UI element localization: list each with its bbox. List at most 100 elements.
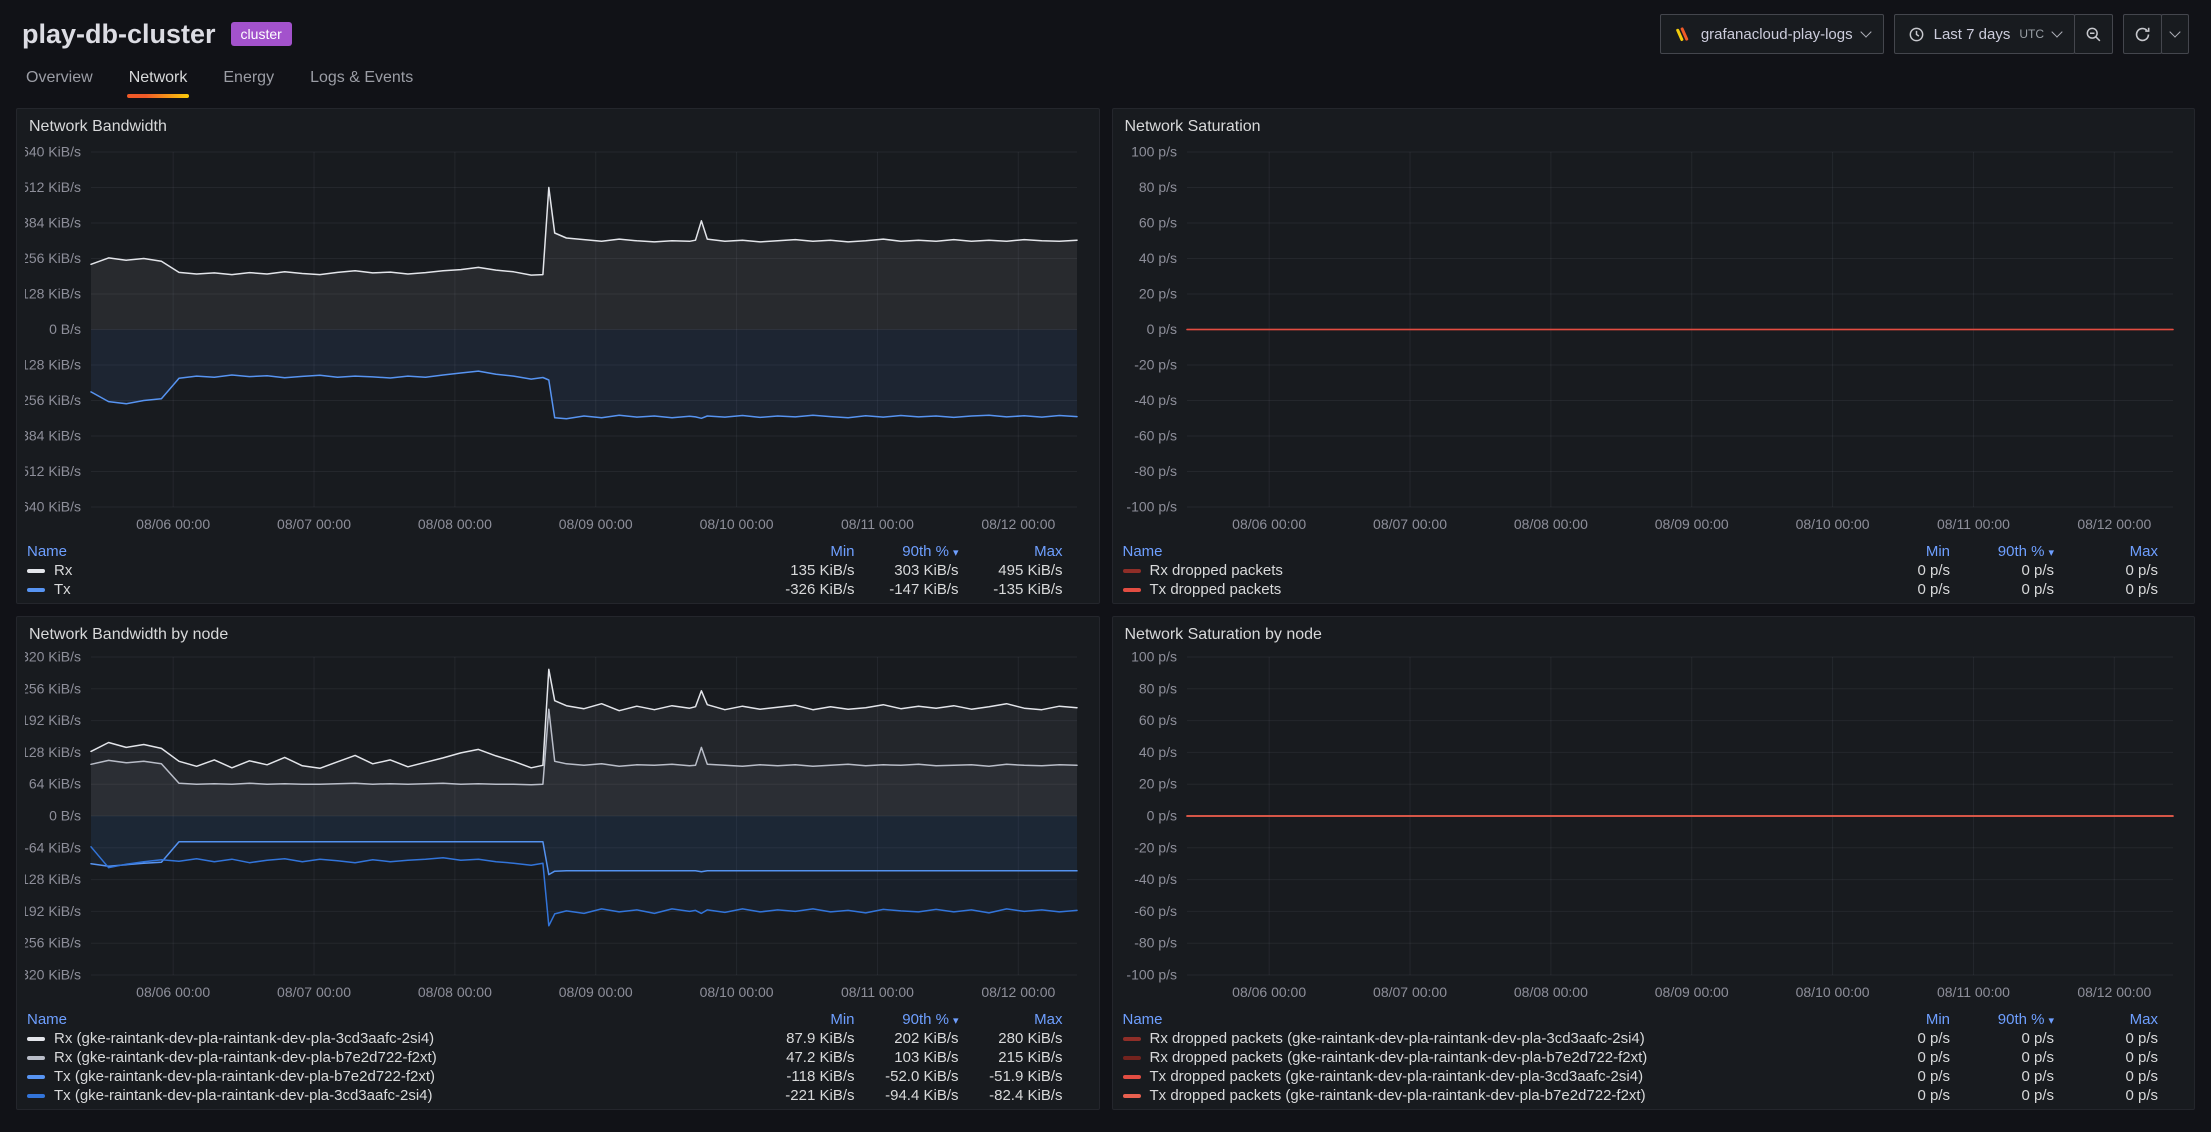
legend-row: Rx dropped packets 0 p/s 0 p/s 0 p/s — [1122, 561, 2185, 580]
time-series-canvas[interactable]: 320 KiB/s 256 KiB/s 192 KiB/s 128 KiB/s 64 K… — [17, 645, 1091, 1009]
y-axis-tick-label: -256 KiB/s — [25, 935, 81, 951]
legend-series-toggle[interactable]: Tx dropped packets — [1122, 581, 1847, 598]
legend-header-p90[interactable]: 90th % ▾ — [902, 1011, 959, 1028]
legend: Name Min 90th % ▾ Max Rx 135 KiB/s 303 KiB/s 495… — [25, 542, 1091, 603]
x-axis-tick-label: 08/07 00:00 — [1373, 516, 1447, 532]
legend-value-min: 0 p/s — [1917, 1030, 1950, 1047]
y-axis-tick-label: -384 KiB/s — [25, 427, 81, 443]
x-axis-tick-label: 08/10 00:00 — [1795, 516, 1869, 532]
legend-header-name[interactable]: Name — [27, 543, 68, 560]
x-axis-tick-label: 08/11 00:00 — [1936, 984, 2009, 1000]
y-axis-tick-label: -100 p/s — [1126, 498, 1177, 514]
legend-series-toggle[interactable]: Rx (gke-raintank-dev-pla-raintank-dev-pl… — [27, 1049, 751, 1066]
time-series-canvas[interactable]: 640 KiB/s 512 KiB/s 384 KiB/s 256 KiB/s 128 … — [17, 140, 1091, 541]
y-axis-tick-label: -64 KiB/s — [25, 839, 81, 855]
series-label: Tx dropped packets — [1149, 581, 1282, 598]
legend-value-p90: 202 KiB/s — [894, 1030, 959, 1047]
legend-header-p90[interactable]: 90th % ▾ — [902, 543, 959, 560]
x-axis-tick-label: 08/10 00:00 — [700, 516, 774, 532]
series-label: Rx — [54, 562, 73, 579]
time-range-picker[interactable]: Last 7 days UTC — [1893, 14, 2075, 54]
x-axis-tick-label: 08/09 00:00 — [559, 516, 633, 532]
legend-value-min: -221 KiB/s — [785, 1087, 855, 1104]
cluster-tag-badge: cluster — [230, 22, 292, 46]
chevron-down-icon — [2169, 25, 2181, 38]
legend-series-toggle[interactable]: Tx dropped packets (gke-raintank-dev-pla… — [1122, 1087, 1847, 1104]
legend-header-max[interactable]: Max — [2129, 543, 2158, 560]
legend-series-toggle[interactable]: Rx (gke-raintank-dev-pla-raintank-dev-pl… — [27, 1030, 751, 1047]
legend-header-max[interactable]: Max — [2129, 1011, 2158, 1028]
series-color-marker — [27, 1036, 45, 1041]
legend-header-max[interactable]: Max — [1034, 543, 1063, 560]
legend-header-name[interactable]: Name — [27, 1011, 68, 1028]
sort-caret-icon: ▾ — [952, 547, 959, 559]
legend-series-toggle[interactable]: Tx (gke-raintank-dev-pla-raintank-dev-pl… — [27, 1068, 751, 1085]
time-series-canvas[interactable]: 100 p/s 80 p/s 60 p/s 40 p/s 20 p/s 0 p/s -20 … — [1121, 645, 2187, 1009]
panel-title[interactable]: Network Bandwidth — [29, 118, 167, 135]
legend-header-p90[interactable]: 90th % ▾ — [1997, 543, 2054, 560]
refresh-interval-dropdown[interactable] — [2161, 14, 2189, 54]
legend-value-max: 0 p/s — [2125, 1068, 2158, 1085]
tab-energy[interactable]: Energy — [221, 60, 276, 100]
chevron-down-icon — [1859, 25, 1872, 38]
series-area-fill — [91, 669, 1077, 816]
legend-row: Tx dropped packets (gke-raintank-dev-pla… — [1122, 1086, 2185, 1105]
y-axis-tick-label: -320 KiB/s — [25, 966, 81, 982]
legend-row: Tx (gke-raintank-dev-pla-raintank-dev-pl… — [27, 1067, 1089, 1086]
legend-series-toggle[interactable]: Rx — [27, 562, 751, 579]
zoom-out-button[interactable] — [2074, 14, 2113, 54]
legend-series-toggle[interactable]: Tx (gke-raintank-dev-pla-raintank-dev-pl… — [27, 1087, 751, 1104]
refresh-icon — [2134, 26, 2151, 43]
refresh-button[interactable] — [2123, 14, 2162, 54]
x-axis-tick-label: 08/06 00:00 — [136, 984, 210, 1000]
legend-series-toggle[interactable]: Rx dropped packets (gke-raintank-dev-pla… — [1122, 1049, 1847, 1066]
legend-header-min[interactable]: Min — [1925, 543, 1950, 560]
series-label: Tx — [54, 581, 71, 598]
legend-header-min[interactable]: Min — [1925, 1011, 1950, 1028]
legend-header-name[interactable]: Name — [1122, 1011, 1163, 1028]
sort-caret-icon: ▾ — [2048, 1015, 2054, 1027]
panel-title[interactable]: Network Saturation — [1124, 118, 1261, 135]
legend-value-max: 0 p/s — [2125, 1049, 2158, 1066]
tab-network[interactable]: Network — [126, 60, 190, 100]
tab-logs-events[interactable]: Logs & Events — [308, 60, 415, 100]
legend-header-min[interactable]: Min — [830, 1011, 855, 1028]
y-axis-tick-label: 128 KiB/s — [25, 285, 81, 301]
x-axis-tick-label: 08/06 00:00 — [1232, 516, 1306, 532]
legend-series-toggle[interactable]: Rx dropped packets (gke-raintank-dev-pla… — [1122, 1030, 1847, 1047]
legend-row: Tx (gke-raintank-dev-pla-raintank-dev-pl… — [27, 1086, 1089, 1105]
legend-header-row: Name Min 90th % ▾ Max — [27, 1010, 1089, 1029]
y-axis-tick-label: 64 KiB/s — [29, 776, 81, 792]
y-axis-tick-label: 320 KiB/s — [25, 648, 81, 664]
legend-value-min: 0 p/s — [1917, 1068, 1950, 1085]
legend-header-max[interactable]: Max — [1034, 1011, 1063, 1028]
tab-overview[interactable]: Overview — [24, 60, 95, 100]
y-axis-tick-label: 40 p/s — [1138, 250, 1176, 266]
panel-title[interactable]: Network Bandwidth by node — [29, 626, 229, 643]
legend-header-min[interactable]: Min — [830, 543, 855, 560]
legend: Name Min 90th % ▾ Max Rx (gke-raintank-dev-pl… — [25, 1010, 1091, 1109]
time-controls-group: Last 7 days UTC — [1893, 14, 2113, 54]
legend-series-toggle[interactable]: Tx — [27, 581, 751, 598]
chart-area: 640 KiB/s 512 KiB/s 384 KiB/s 256 KiB/s 128 … — [17, 140, 1091, 541]
legend-header-name[interactable]: Name — [1122, 543, 1163, 560]
panel-network-saturation: Network Saturation 100 p/s 80 p/s 60 p/s 40… — [1111, 108, 2195, 604]
series-area-fill — [91, 187, 1077, 330]
series-label: Tx (gke-raintank-dev-pla-raintank-dev-pl… — [54, 1068, 436, 1085]
x-axis-tick-label: 08/10 00:00 — [700, 984, 774, 1000]
series-label: Rx dropped packets — [1149, 562, 1283, 579]
legend-series-toggle[interactable]: Rx dropped packets — [1122, 562, 1847, 579]
refresh-group — [2123, 14, 2189, 54]
panel-title[interactable]: Network Saturation by node — [1124, 626, 1322, 643]
sort-caret-icon: ▾ — [2048, 547, 2054, 559]
series-label: Tx (gke-raintank-dev-pla-raintank-dev-pl… — [54, 1087, 433, 1104]
legend-header-p90[interactable]: 90th % ▾ — [1997, 1011, 2054, 1028]
x-axis-tick-label: 08/08 00:00 — [418, 984, 492, 1000]
series-area-fill — [91, 816, 1077, 926]
datasource-picker[interactable]: grafanacloud-play-logs — [1659, 14, 1884, 54]
legend-value-max: 0 p/s — [2125, 1030, 2158, 1047]
legend-series-toggle[interactable]: Tx dropped packets (gke-raintank-dev-pla… — [1122, 1068, 1847, 1085]
y-axis-tick-label: -512 KiB/s — [25, 463, 81, 479]
legend: Name Min 90th % ▾ Max Rx dropped packets (gke… — [1121, 1010, 2187, 1109]
time-series-canvas[interactable]: 100 p/s 80 p/s 60 p/s 40 p/s 20 p/s 0 p/s -20 … — [1121, 140, 2187, 541]
